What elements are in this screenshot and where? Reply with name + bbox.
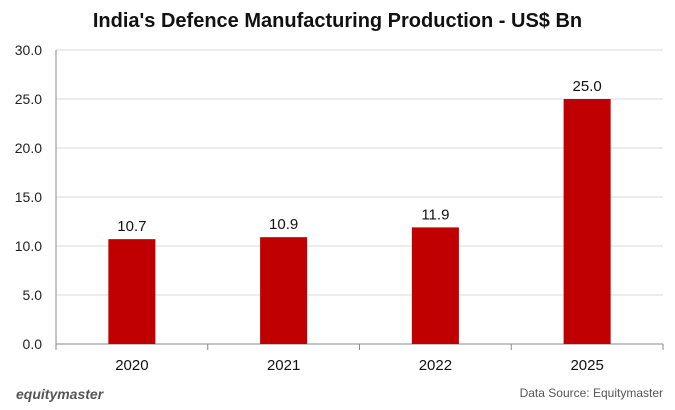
data-label: 25.0 xyxy=(573,78,602,95)
y-tick-label: 0.0 xyxy=(23,336,43,352)
y-tick-label: 10.0 xyxy=(15,238,42,254)
bar-2021 xyxy=(260,237,308,344)
y-tick-label: 25.0 xyxy=(15,91,42,107)
bar-2020 xyxy=(108,239,156,344)
chart-title: India's Defence Manufacturing Production… xyxy=(92,10,583,32)
y-tick-label: 30.0 xyxy=(15,42,42,58)
x-tick-label: 2021 xyxy=(267,357,300,374)
x-tick-label: 2020 xyxy=(115,357,148,374)
y-tick-label: 5.0 xyxy=(23,287,43,303)
y-tick-label: 15.0 xyxy=(15,189,42,205)
data-source-note: Data Source: Equitymaster xyxy=(519,386,663,400)
brand-logo: equitymaster xyxy=(16,386,104,402)
bar-2022 xyxy=(411,227,459,344)
data-label: 10.7 xyxy=(117,218,146,235)
data-label: 10.9 xyxy=(269,216,298,233)
y-tick-label: 20.0 xyxy=(15,140,42,156)
x-tick-label: 2025 xyxy=(570,357,603,374)
data-label: 11.9 xyxy=(421,206,449,223)
x-tick-label: 2022 xyxy=(419,357,452,374)
bar-2025 xyxy=(563,99,611,344)
